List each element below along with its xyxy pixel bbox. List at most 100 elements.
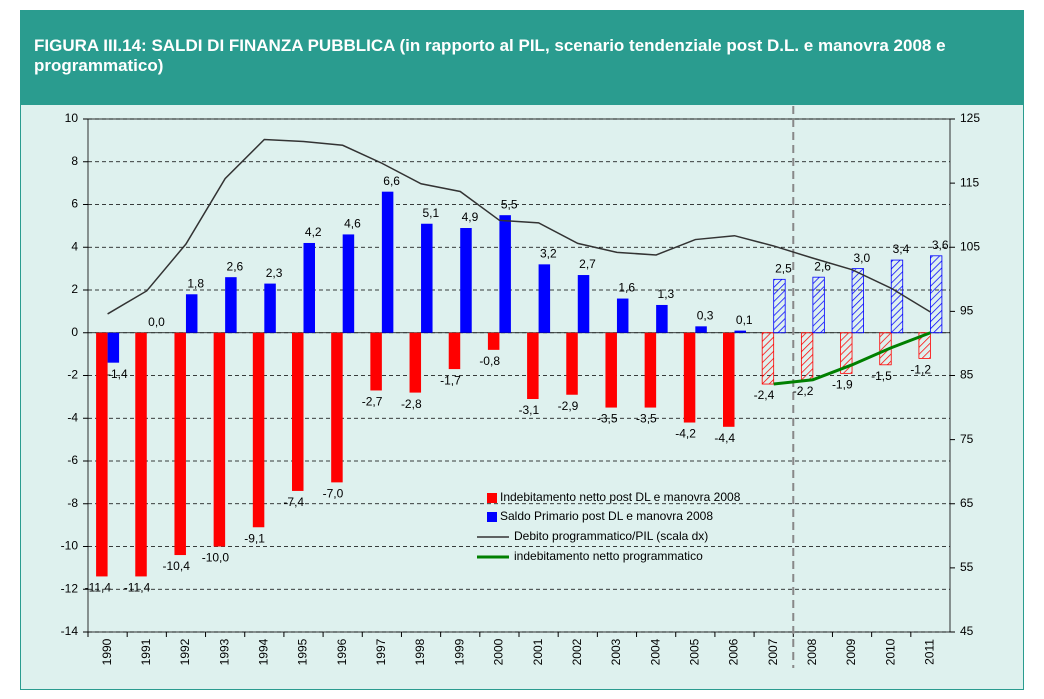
bar — [761, 332, 775, 385]
y-tick-label: 0 — [71, 325, 78, 339]
bar — [527, 332, 539, 400]
x-tick-label: 1994 — [256, 638, 270, 665]
data-label: 2,3 — [266, 266, 283, 280]
x-tick-label: 1995 — [296, 638, 310, 665]
x-tick-label: 2008 — [805, 638, 819, 665]
bar — [918, 332, 931, 359]
bar — [252, 332, 265, 528]
y2-tick-label: 55 — [960, 560, 974, 574]
y-tick-label: -8 — [67, 496, 78, 510]
bar — [225, 277, 237, 333]
chart-panel — [20, 104, 1024, 690]
line-series — [773, 331, 931, 386]
data-label: 1,8 — [187, 276, 204, 290]
bar — [566, 332, 578, 395]
x-tick-label: 2002 — [570, 638, 584, 665]
legend-swatch — [487, 493, 497, 503]
data-label: -4,2 — [675, 427, 696, 441]
bar — [135, 332, 147, 577]
y2-tick-label: 105 — [960, 239, 980, 253]
y2-tick-label: 95 — [960, 304, 974, 318]
data-label: 2,7 — [579, 257, 596, 271]
data-label: -2,7 — [362, 395, 383, 409]
bar — [381, 191, 394, 333]
bar — [773, 278, 786, 334]
y-tick-label: 6 — [71, 197, 78, 211]
x-tick-label: 2006 — [727, 638, 741, 665]
data-label: -2,9 — [558, 399, 579, 413]
data-label: -9,1 — [244, 531, 265, 545]
bar — [683, 332, 696, 423]
bar — [409, 332, 422, 393]
x-tick-label: 2011 — [923, 639, 937, 665]
data-label: -3,1 — [518, 403, 539, 417]
data-label: 1,3 — [658, 287, 675, 301]
bar — [656, 304, 668, 333]
line-series — [107, 138, 931, 315]
data-label: -4,4 — [714, 431, 735, 445]
data-label: 2,6 — [227, 259, 244, 273]
data-label: -1,2 — [910, 363, 931, 377]
bar — [448, 332, 461, 370]
bar — [851, 268, 864, 334]
data-label: -2,4 — [754, 388, 775, 402]
data-label: 5,5 — [501, 197, 518, 211]
y-tick-label: 2 — [71, 282, 78, 296]
data-label: -7,0 — [323, 487, 344, 501]
data-label: 4,2 — [305, 225, 322, 239]
data-label: 3,0 — [853, 251, 870, 265]
y-tick-label: 4 — [71, 239, 78, 253]
data-label: -2,8 — [401, 397, 422, 411]
y2-tick-label: 85 — [960, 368, 974, 382]
legend-label: Saldo Primario post DL e manovra 2008 — [500, 509, 713, 523]
legend-label: Indebitamento netto post DL e manovra 20… — [500, 490, 741, 504]
data-label: 2,5 — [775, 261, 792, 275]
bar — [695, 326, 707, 333]
y2-tick-label: 45 — [960, 624, 974, 638]
data-label: 3,4 — [893, 242, 910, 256]
bar — [331, 332, 343, 483]
x-tick-label: 2009 — [844, 638, 858, 665]
bar — [812, 276, 825, 334]
data-label: 0,0 — [148, 315, 165, 329]
y-tick-label: -12 — [61, 581, 79, 595]
bar — [460, 228, 472, 333]
data-label: -1,9 — [832, 378, 853, 392]
data-label: 4,9 — [462, 210, 479, 224]
y-tick-label: -6 — [67, 453, 78, 467]
bar — [538, 264, 551, 333]
y-tick-label: 8 — [71, 154, 78, 168]
x-tick-label: 2001 — [531, 638, 545, 665]
legend-label: indebitamento netto programmatico — [514, 549, 703, 563]
data-label: -7,4 — [283, 495, 304, 509]
bar — [734, 330, 746, 333]
bar — [370, 332, 382, 391]
bar — [292, 332, 304, 491]
y2-tick-label: 75 — [960, 432, 974, 446]
x-tick-label: 1998 — [413, 638, 427, 665]
bar — [723, 332, 735, 427]
x-tick-label: 1992 — [178, 638, 192, 665]
bar — [840, 332, 853, 374]
bar — [107, 332, 120, 363]
bar — [342, 234, 355, 333]
bar — [303, 242, 315, 333]
bar — [174, 332, 186, 556]
bar — [605, 332, 617, 408]
data-label: -1,4 — [107, 367, 128, 381]
y-tick-label: -10 — [61, 539, 79, 553]
data-label: -1,5 — [871, 369, 892, 383]
x-tick-label: 1997 — [374, 638, 388, 665]
data-label: -1,7 — [440, 373, 461, 387]
y2-tick-label: 115 — [960, 175, 979, 189]
bar — [487, 332, 500, 350]
bar — [96, 332, 108, 577]
y2-tick-label: 125 — [960, 111, 980, 125]
data-label: -10,4 — [163, 559, 191, 573]
data-label: 3,2 — [540, 247, 557, 261]
bar — [644, 332, 657, 408]
legend-swatch — [487, 512, 497, 522]
data-label: -11,4 — [124, 581, 151, 595]
bar — [185, 294, 198, 333]
